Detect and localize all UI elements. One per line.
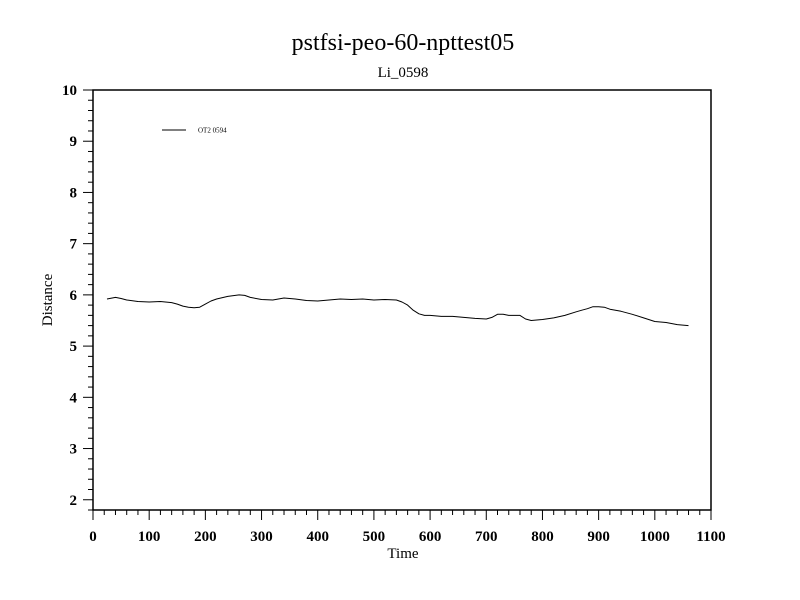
chart-title: pstfsi-peo-60-npttest05: [292, 30, 515, 56]
y-tick-label: 8: [70, 185, 78, 201]
x-tick-label: 1100: [696, 529, 725, 545]
x-tick-label: 100: [138, 529, 161, 545]
x-tick-label: 700: [475, 529, 498, 545]
x-tick-label: 0: [89, 529, 97, 545]
x-tick-label: 200: [194, 529, 217, 545]
x-tick-label: 900: [587, 529, 610, 545]
x-tick-label: 600: [419, 529, 442, 545]
y-tick-label: 5: [70, 339, 78, 355]
plot-frame: [92, 89, 712, 511]
x-tick-label: 300: [250, 529, 273, 545]
y-tick-label: 7: [70, 237, 78, 253]
y-tick-label: 9: [70, 134, 78, 150]
legend-label: OT2 0594: [198, 127, 227, 135]
y-axis-label: Distance: [40, 273, 56, 326]
y-tick-label: 4: [70, 390, 78, 406]
x-tick-label: 1000: [640, 529, 670, 545]
x-tick-label: 500: [363, 529, 386, 545]
series-line-0: [106, 294, 689, 327]
axes: 0 100 200 300 400 500 600 700 800 900 1000 1100 2 3 4 5…: [62, 83, 726, 545]
legend: OT2 0594: [162, 127, 227, 135]
chart-subtitle: Li_0598: [378, 65, 429, 81]
x-tick-label: 800: [531, 529, 554, 545]
y-tick-label: 2: [70, 493, 78, 509]
series-layer: [106, 294, 689, 327]
y-tick-label: 6: [70, 288, 78, 304]
x-tick-label: 400: [306, 529, 329, 545]
y-tick-label: 3: [70, 442, 78, 458]
y-tick-label: 10: [62, 83, 77, 99]
x-axis-label: Time: [387, 546, 418, 562]
